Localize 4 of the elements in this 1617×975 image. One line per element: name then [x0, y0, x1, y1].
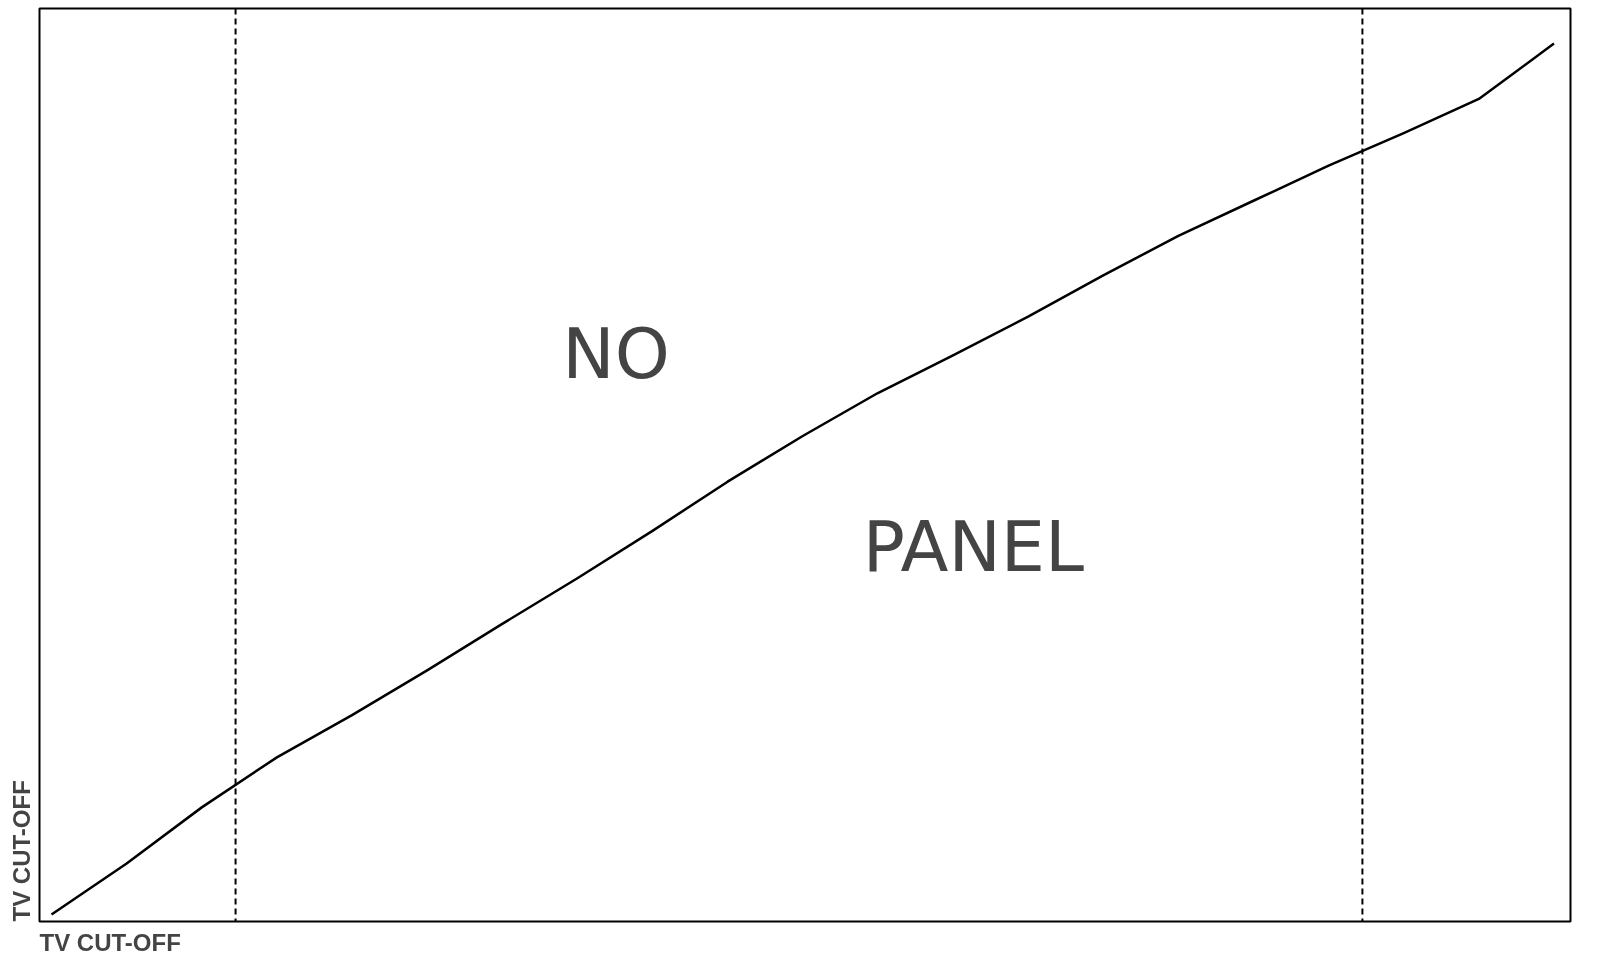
annotation: NO — [562, 312, 670, 395]
x-axis-title: TV CUT-OFF — [39, 928, 181, 956]
y-axis-title: TV CUT-OFF — [7, 780, 35, 922]
annotation: PANEL — [862, 505, 1085, 588]
